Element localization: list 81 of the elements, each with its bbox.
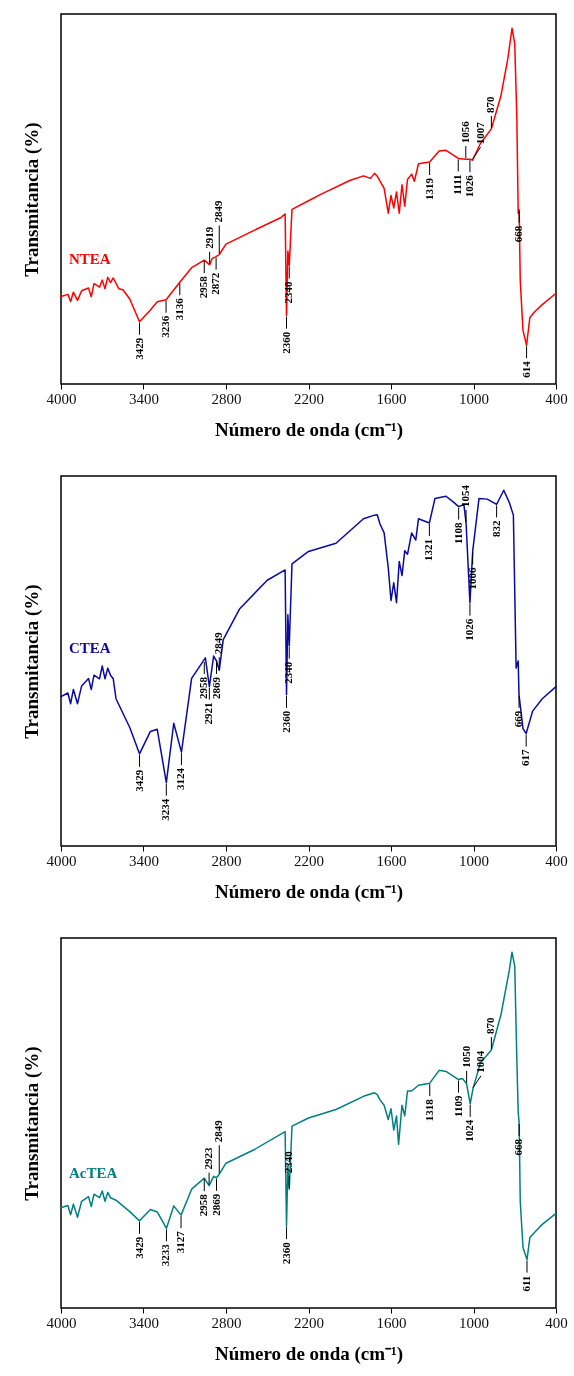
x-tick-label: 2200 [294,852,324,869]
annotation: 2869 [209,1193,222,1216]
x-tick-label: 4000 [46,1314,77,1331]
annotation: 3234 [159,798,172,821]
x-tick-label: 4000 [46,390,77,407]
x-tick-label: 400 [545,852,568,869]
x-tick-label: 2800 [211,390,242,407]
x-tick-label: 2800 [211,1314,242,1331]
annotation: 3429 [132,337,145,360]
annotation: 2849 [212,200,225,223]
annotation: 832 [489,519,502,537]
x-tick-label: 1000 [459,852,489,869]
annotation: 870 [484,95,497,113]
annotation: 1321 [422,538,435,561]
annotation: 3429 [132,769,145,792]
annotation: 2849 [212,1119,225,1143]
annotation: 1318 [422,1098,435,1122]
annotation: 3233 [159,1243,172,1267]
annotation: 668 [512,225,525,243]
x-tick-label: 1000 [459,390,489,407]
annotation: 617 [519,749,532,767]
x-tick-label: 400 [545,1314,568,1331]
annotation: 2958 [197,676,210,699]
annotation: 669 [512,710,525,728]
x-tick-label: 2200 [294,390,324,407]
x-axis-title: Número de onda (cm⁻¹) [214,1342,404,1365]
x-tick-label: 2200 [294,1314,324,1331]
x-tick-label: 1600 [376,852,407,869]
annotation: 3124 [174,767,187,791]
annotation: 1111 [451,174,464,195]
series-label: AcTEA [69,1164,118,1181]
annotation: 870 [484,1017,497,1035]
x-tick-label: 4000 [46,852,77,869]
annotation: 1056 [458,120,471,144]
annotation: 2923 [202,1147,215,1170]
annotation: 2869 [209,676,222,699]
annotation: 3236 [159,315,172,338]
x-tick-label: 1600 [376,390,407,407]
x-axis-title: Número de onda (cm⁻¹) [214,418,404,441]
series-label: NTEA [69,251,111,268]
x-axis-title: Número de onda (cm⁻¹) [214,880,404,903]
x-tick-label: 400 [545,390,568,407]
annotation: 1108 [451,522,464,544]
annotation: 2958 [197,275,210,299]
annotation: 2360 [279,710,292,733]
annotation: 2921 [202,702,215,725]
annotation: 1004 [473,1050,486,1073]
annotation: 2958 [197,1193,210,1217]
annotation: 1026 [462,174,475,198]
annotation: 2872 [209,272,222,295]
y-axis-title: Transmitancia (%) [20,122,43,277]
annotation: 1024 [463,1119,476,1142]
annotation: 2360 [279,331,292,354]
annotation: 1319 [422,177,435,200]
x-tick-label: 3400 [129,1314,159,1331]
annotation: 1050 [459,1045,472,1068]
annotation: 1054 [459,484,472,507]
annotation: 668 [512,1138,525,1156]
annotation: 3127 [174,1230,187,1254]
annotation: 1109 [451,1095,464,1117]
annotation: 611 [519,1275,532,1292]
annotation: 2340 [282,661,295,684]
annotation: 3429 [132,1236,145,1259]
x-tick-label: 2800 [211,852,242,869]
annotation: 1006 [465,566,478,590]
annotation: 2340 [282,1150,295,1174]
annotation: 1026 [462,618,475,641]
x-tick-label: 3400 [129,390,159,407]
annotation: 2360 [279,1241,292,1265]
y-axis-title: Transmitancia (%) [20,1046,43,1201]
annotation: 3136 [172,297,185,321]
series-label: CTEA [69,639,111,656]
annotation: 1007 [473,121,486,145]
y-axis-title: Transmitancia (%) [20,584,43,739]
x-tick-label: 1600 [376,1314,407,1331]
x-tick-label: 3400 [129,852,159,869]
annotation: 2340 [282,281,295,304]
annotation: 614 [519,360,532,378]
x-tick-label: 1000 [459,1314,489,1331]
annotation: 2919 [202,226,215,249]
annotation: 2849 [212,631,225,655]
